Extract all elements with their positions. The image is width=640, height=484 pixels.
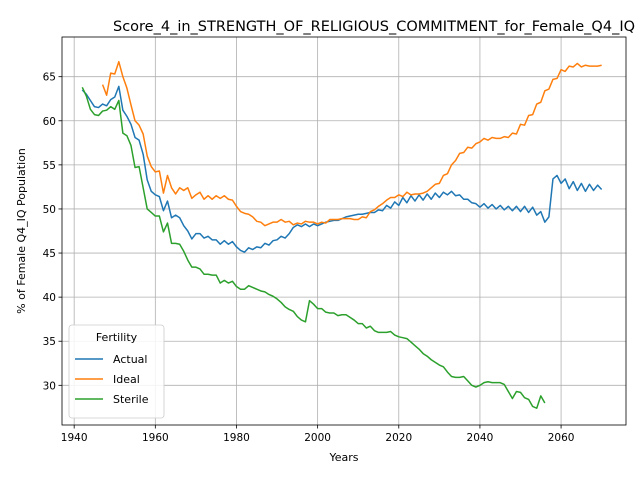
x-tick-label: 2000	[304, 432, 331, 444]
y-tick: 65	[43, 72, 62, 84]
y-tick: 55	[43, 160, 62, 172]
y-tick-label: 65	[43, 72, 56, 84]
x-tick: 2040	[467, 425, 494, 444]
x-axis-label: Years	[328, 451, 358, 464]
legend-label: Sterile	[113, 393, 149, 406]
grid-lines	[62, 37, 626, 425]
y-tick: 45	[43, 248, 62, 260]
legend-entry-actual: Actual	[75, 353, 147, 366]
x-tick-label: 2060	[548, 432, 575, 444]
y-axis-label: % of Female Q4_IQ Population	[15, 148, 28, 314]
y-tick: 50	[43, 204, 62, 216]
series-line-sterile	[81, 86, 546, 409]
legend-entries: Actual Ideal Sterile	[75, 353, 149, 406]
y-tick-label: 55	[43, 160, 56, 172]
series-lines	[81, 60, 603, 409]
y-tick-label: 50	[43, 204, 56, 216]
y-tick: 30	[43, 380, 62, 392]
series-line-ideal	[101, 60, 602, 227]
x-tick: 2020	[385, 425, 412, 444]
legend: Fertility Actual Ideal Sterile	[68, 324, 165, 419]
x-tick: 2060	[548, 425, 575, 444]
plot-area-frame	[61, 36, 627, 426]
y-tick-label: 45	[43, 248, 56, 260]
chart-title: Score_4_in_STRENGTH_OF_RELIGIOUS_COMMITM…	[113, 19, 635, 35]
x-tick-label: 1940	[61, 432, 88, 444]
y-tick-label: 30	[43, 380, 56, 392]
series-line-actual	[81, 85, 603, 253]
x-tick: 2000	[304, 425, 331, 444]
x-tick: 1980	[223, 425, 250, 444]
x-axis-ticks: 1940 1960 1980 2000 2020 2040 2060	[61, 425, 575, 444]
y-tick: 40	[43, 292, 62, 304]
legend-entry-sterile: Sterile	[75, 393, 149, 406]
y-tick-label: 40	[43, 292, 56, 304]
x-tick-label: 2020	[385, 432, 412, 444]
x-tick-label: 1960	[142, 432, 169, 444]
y-tick: 35	[43, 336, 62, 348]
x-tick: 1960	[142, 425, 169, 444]
x-tick-label: 2040	[467, 432, 494, 444]
y-tick-label: 35	[43, 336, 56, 348]
y-tick-label: 60	[43, 116, 56, 128]
x-tick: 1940	[61, 425, 88, 444]
y-axis-ticks: 30 35 40 45 50 55 60 65	[43, 72, 62, 392]
legend-box	[68, 324, 165, 419]
x-tick-label: 1980	[223, 432, 250, 444]
y-tick: 60	[43, 116, 62, 128]
legend-label: Ideal	[113, 373, 140, 386]
legend-label: Actual	[113, 353, 147, 366]
legend-entry-ideal: Ideal	[75, 373, 140, 386]
legend-title: Fertility	[96, 331, 138, 344]
